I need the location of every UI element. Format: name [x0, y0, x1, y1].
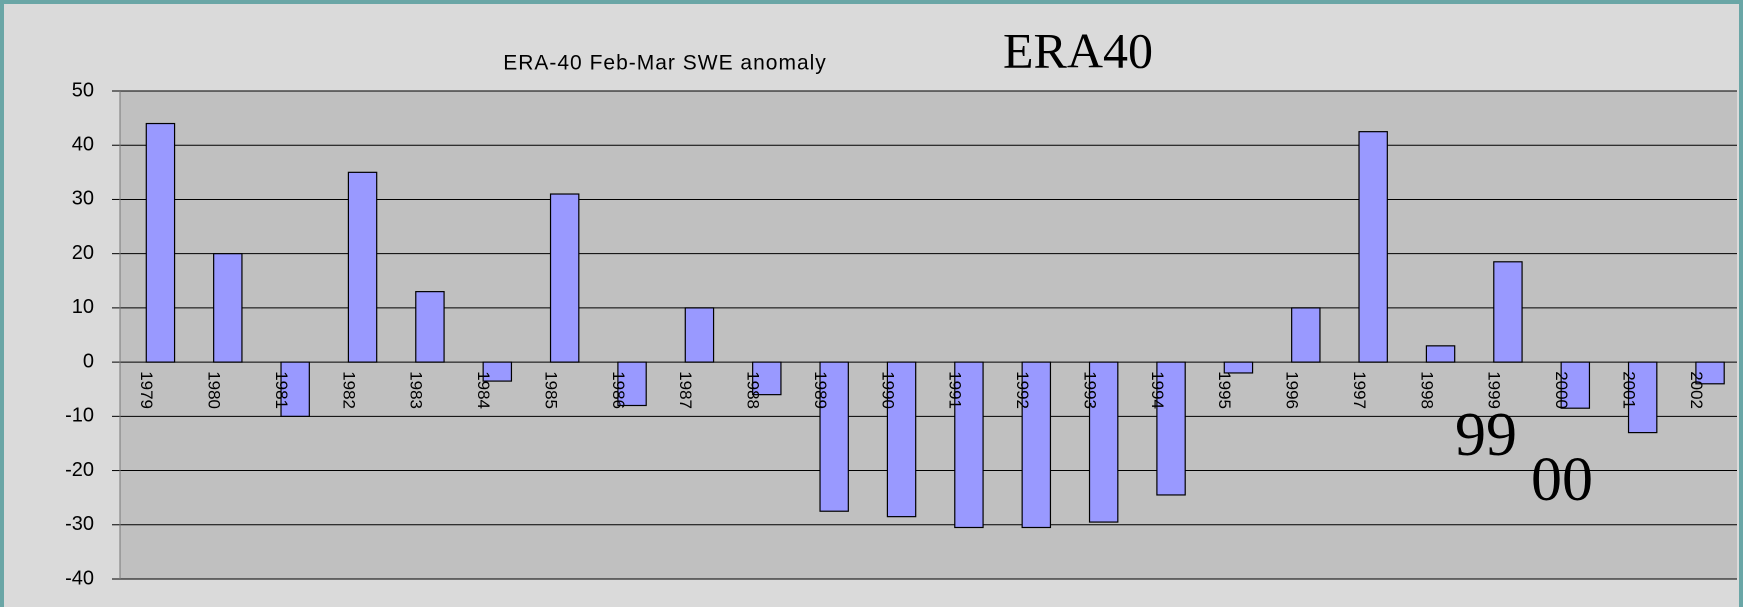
x-tick-label: 2001: [1619, 371, 1638, 409]
bar: [1021, 361, 1052, 529]
y-tick-label: 0: [83, 350, 94, 372]
x-tick-label: 1979: [137, 371, 156, 409]
bar: [415, 291, 445, 363]
annotation: 00: [1531, 446, 1593, 514]
bar: [482, 361, 513, 382]
bar: [684, 307, 715, 363]
x-tick-label: 1989: [811, 371, 830, 409]
x-tick-label: 1984: [474, 371, 493, 409]
y-tick-label: -20: [65, 459, 94, 481]
x-tick-label: 1980: [205, 371, 224, 409]
y-tick-label: -30: [65, 513, 94, 535]
y-tick-label: 50: [72, 79, 94, 101]
y-tick-label: -40: [65, 567, 94, 589]
bar: [617, 361, 647, 407]
bar: [145, 122, 176, 363]
x-tick-label: 1995: [1215, 371, 1234, 409]
bar: [1493, 261, 1523, 363]
bar: [347, 171, 378, 363]
bar: [886, 361, 917, 518]
bar: [954, 361, 984, 529]
bar: [1088, 361, 1119, 523]
x-tick-label: 2000: [1552, 371, 1571, 409]
bar: [819, 361, 849, 512]
plot-area: [120, 91, 1737, 579]
y-tick-label: 10: [72, 296, 94, 318]
bar: [1291, 307, 1321, 363]
y-tick-label: -10: [65, 405, 94, 427]
x-tick-label: 1990: [878, 371, 897, 409]
x-tick-label: 1997: [1350, 371, 1369, 409]
bar: [213, 253, 243, 363]
x-tick-label: 1988: [744, 371, 763, 409]
y-tick-label: 20: [72, 242, 94, 264]
bar: [1627, 361, 1658, 434]
x-tick-label: 1987: [676, 371, 695, 409]
x-tick-label: 1994: [1148, 371, 1167, 409]
y-tick-label: 40: [72, 134, 94, 156]
bar: [1156, 361, 1186, 496]
bar: [1560, 361, 1591, 409]
x-tick-label: 1998: [1417, 371, 1436, 409]
annotation: ERA40: [1003, 22, 1153, 78]
bar: [1425, 345, 1456, 363]
x-tick-label: 1992: [1013, 371, 1032, 409]
chart-title: ERA-40 Feb-Mar SWE anomaly: [503, 52, 827, 75]
x-tick-label: 1999: [1485, 371, 1504, 409]
x-tick-label: 1996: [1283, 371, 1302, 409]
y-tick-label: 30: [72, 188, 94, 210]
annotation: 99: [1455, 401, 1517, 469]
bar: [280, 361, 310, 417]
bar: [1358, 131, 1388, 363]
x-tick-label: 2002: [1687, 371, 1706, 409]
x-tick-label: 1985: [541, 371, 560, 409]
bar: [1695, 361, 1725, 385]
bar: [752, 361, 782, 396]
x-tick-label: 1991: [946, 371, 965, 409]
x-tick-label: 1993: [1080, 371, 1099, 409]
x-tick-label: 1981: [272, 371, 291, 409]
bar: [1223, 361, 1254, 374]
x-tick-label: 1986: [609, 371, 628, 409]
x-tick-label: 1982: [339, 371, 358, 409]
x-tick-label: 1983: [407, 371, 426, 409]
bar: [549, 193, 580, 363]
